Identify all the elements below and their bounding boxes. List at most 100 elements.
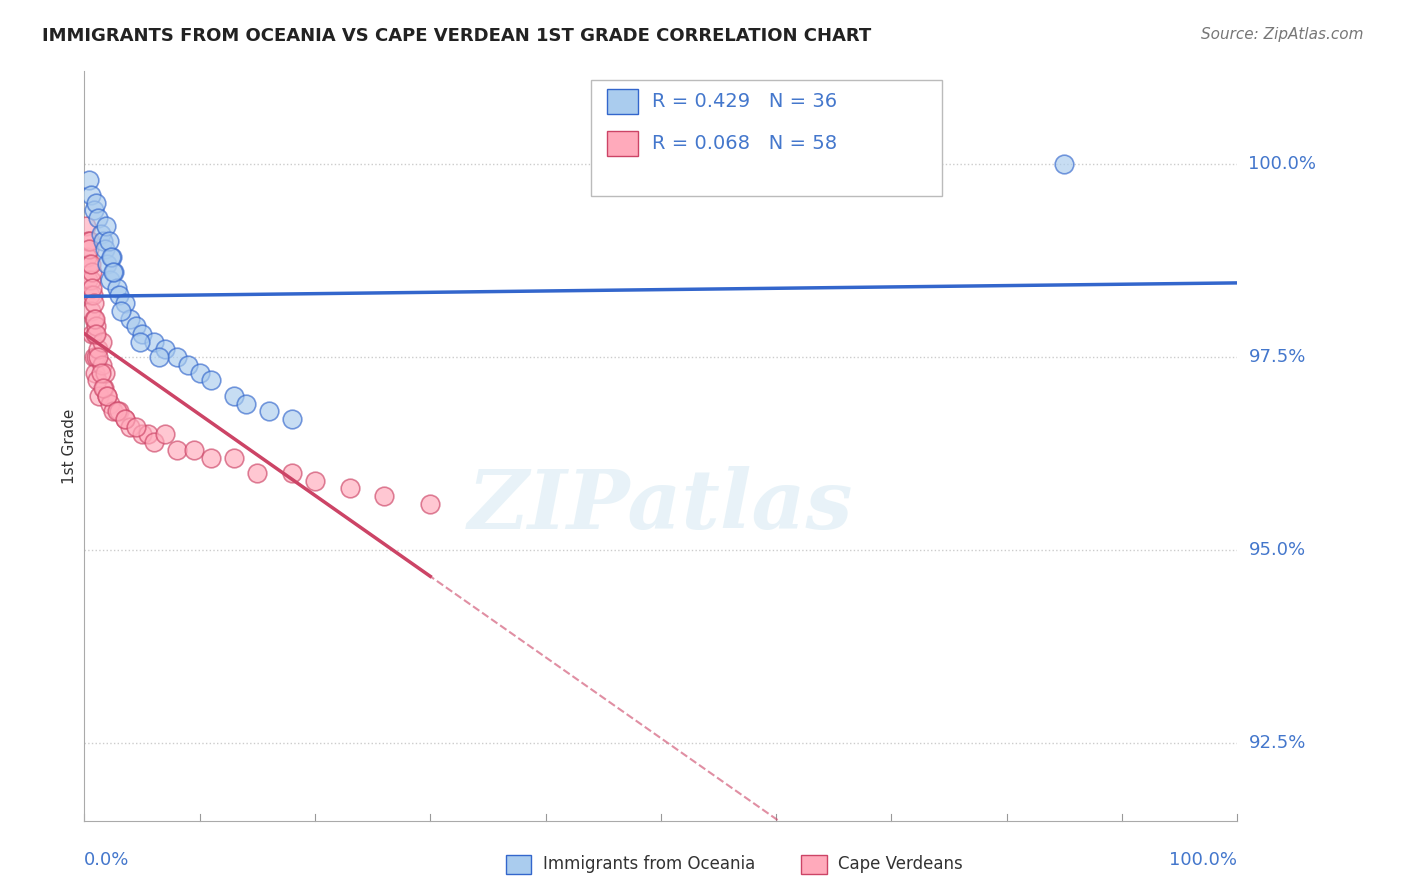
Point [82, 280, 104, 294]
Text: R = 0.068   N = 58: R = 0.068 N = 58 [652, 134, 838, 153]
Point [142, 334, 165, 349]
Point [96, 389, 118, 403]
Point [77, 273, 100, 287]
Point [77, 257, 100, 271]
Point [281, 412, 304, 426]
Point [235, 396, 257, 410]
Point [114, 412, 136, 426]
Point [83, 350, 105, 364]
Point [200, 373, 222, 387]
Point [166, 442, 188, 457]
Point [224, 389, 246, 403]
Point [304, 474, 326, 488]
Point [153, 343, 176, 357]
Text: 97.5%: 97.5% [1249, 348, 1306, 367]
Point [120, 311, 142, 326]
Point [131, 427, 153, 442]
Point [246, 466, 269, 480]
Text: Immigrants from Oceania: Immigrants from Oceania [543, 855, 755, 873]
Point [83, 311, 105, 326]
Point [97, 235, 120, 249]
Point [100, 250, 122, 264]
Point [188, 366, 211, 380]
Point [91, 381, 114, 395]
Point [75, 219, 97, 233]
Point [103, 265, 124, 279]
Text: 95.0%: 95.0% [1249, 541, 1306, 559]
Text: 100.0%: 100.0% [1170, 851, 1237, 869]
Point [125, 419, 148, 434]
Point [89, 227, 111, 241]
Point [83, 311, 105, 326]
Point [82, 288, 104, 302]
Point [339, 482, 361, 496]
Point [98, 396, 121, 410]
Point [224, 450, 246, 465]
Point [87, 211, 110, 226]
Point [80, 303, 103, 318]
Text: 92.5%: 92.5% [1249, 734, 1306, 752]
Point [89, 366, 111, 380]
Point [80, 273, 103, 287]
Point [77, 242, 100, 256]
Point [86, 373, 108, 387]
Point [89, 389, 111, 403]
Point [183, 442, 205, 457]
Point [93, 381, 115, 395]
Point [114, 296, 136, 310]
Text: Cape Verdeans: Cape Verdeans [838, 855, 963, 873]
Point [82, 326, 104, 341]
Text: ZIPatlas: ZIPatlas [468, 466, 853, 546]
Point [373, 489, 395, 503]
Point [98, 273, 121, 287]
Point [76, 235, 98, 249]
Point [114, 412, 136, 426]
Point [120, 419, 142, 434]
Point [80, 188, 103, 202]
Point [148, 350, 170, 364]
Point [90, 358, 112, 372]
Point [91, 235, 114, 249]
Point [131, 326, 153, 341]
Point [166, 350, 188, 364]
Point [79, 288, 101, 302]
Text: Source: ZipAtlas.com: Source: ZipAtlas.com [1201, 27, 1364, 42]
Y-axis label: 1st Grade: 1st Grade [62, 409, 77, 483]
Point [105, 280, 128, 294]
Point [419, 497, 441, 511]
Point [84, 326, 107, 341]
Point [96, 389, 118, 403]
Point [83, 203, 105, 218]
Point [96, 257, 118, 271]
Point [108, 288, 131, 302]
Point [105, 404, 128, 418]
Text: IMMIGRANTS FROM OCEANIA VS CAPE VERDEAN 1ST GRADE CORRELATION CHART: IMMIGRANTS FROM OCEANIA VS CAPE VERDEAN … [42, 27, 872, 45]
Point [80, 265, 103, 279]
Point [142, 435, 165, 450]
Point [136, 427, 159, 442]
Point [200, 450, 222, 465]
Point [103, 265, 125, 279]
Point [83, 296, 105, 310]
Point [87, 343, 110, 357]
Point [80, 257, 103, 271]
Text: 0.0%: 0.0% [84, 851, 129, 869]
Point [83, 366, 105, 380]
Point [84, 326, 107, 341]
Point [87, 350, 110, 364]
Point [153, 427, 176, 442]
Point [281, 466, 304, 480]
Point [125, 319, 148, 334]
Text: 100.0%: 100.0% [1249, 155, 1316, 173]
Point [128, 334, 150, 349]
Point [94, 366, 117, 380]
Point [101, 250, 124, 264]
Point [1053, 157, 1076, 171]
Point [84, 195, 107, 210]
Point [90, 334, 112, 349]
Point [94, 242, 117, 256]
Point [77, 172, 100, 186]
Point [108, 404, 131, 418]
Point [110, 303, 132, 318]
Point [177, 358, 200, 372]
